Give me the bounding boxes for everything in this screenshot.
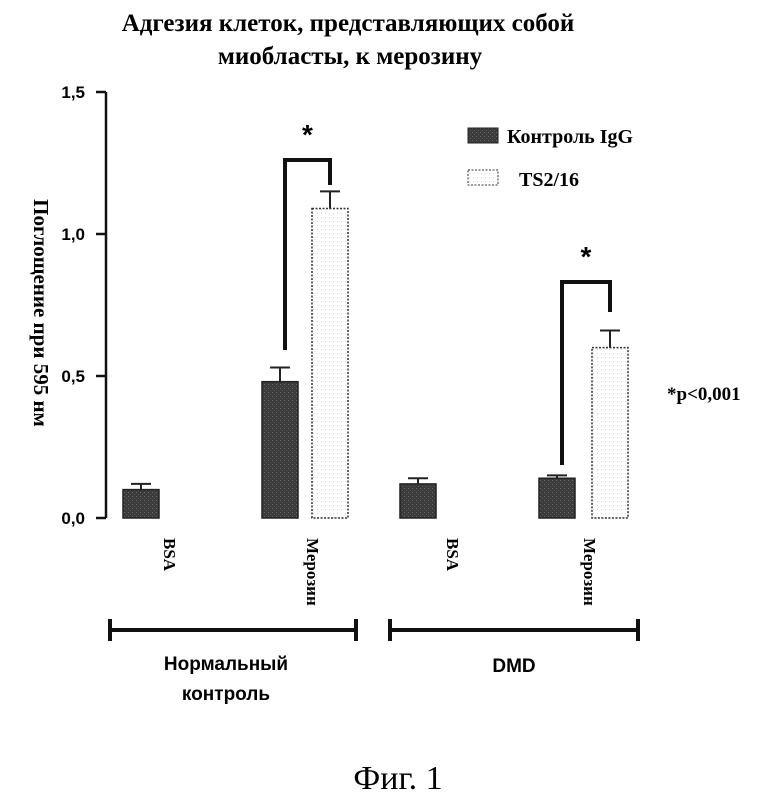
legend-swatch-ts2-16	[468, 170, 498, 185]
legend-label-control-igg: Контроль IgG	[507, 126, 634, 148]
group-label-normal-line-1: Нормальный	[164, 654, 288, 675]
group-bracket-dmd	[388, 619, 640, 641]
y-axis-label: Поглощение при 595 нм	[29, 199, 53, 427]
bar-control-igg	[123, 490, 159, 518]
chart-title-line-2: миобласты, к мерозину	[218, 43, 483, 70]
significance-star: *	[581, 241, 592, 272]
significance-star: *	[302, 119, 313, 150]
legend-swatch-control-igg	[468, 128, 498, 143]
bar-ts2-16	[592, 348, 628, 518]
bar-ts2-16	[312, 208, 348, 518]
bar-control-igg	[539, 478, 575, 518]
category-label: BSA	[443, 538, 462, 572]
chart-title-line-1: Адгезия клеток, представляющих собой	[122, 10, 575, 37]
y-tick-label: 1,0	[61, 225, 85, 244]
figure-caption: Фиг. 1	[353, 760, 442, 797]
y-tick-label: 1,5	[61, 83, 85, 102]
bar-control-igg	[262, 382, 298, 518]
bar-control-igg	[400, 484, 436, 518]
category-label: Мерозин	[580, 538, 599, 606]
legend: Контроль IgG TS2/16	[468, 126, 634, 191]
y-tick-label: 0,5	[61, 367, 85, 386]
group-bracket-normal	[108, 619, 358, 641]
y-tick-label: 0,0	[61, 509, 85, 528]
legend-label-ts2-16: TS2/16	[519, 169, 579, 191]
group-label-normal-line-2: контроль	[182, 684, 270, 705]
p-value-note: *p<0,001	[667, 384, 741, 405]
group-label-dmd: DMD	[492, 656, 535, 677]
category-label: BSA	[160, 538, 179, 572]
category-label: Мерозин	[303, 538, 322, 606]
